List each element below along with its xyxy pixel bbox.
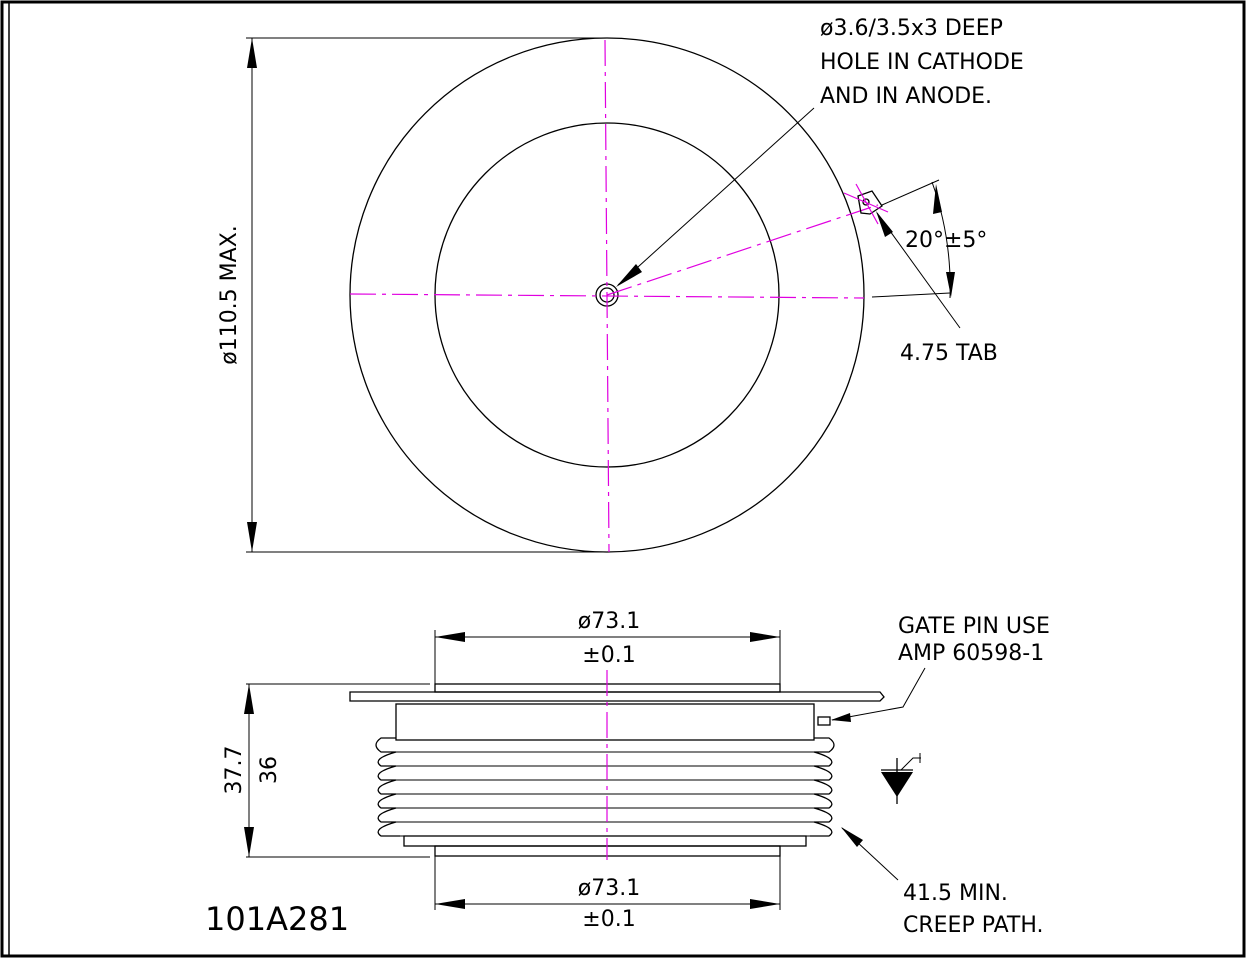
gate-note-line-1: GATE PIN USE — [898, 614, 1050, 639]
angle-extension-line-lower — [871, 292, 951, 298]
gate-note: GATE PIN USE AMP 60598-1 — [898, 614, 1057, 666]
upper-housing — [395, 703, 815, 741]
height-arrow-bottom — [244, 827, 254, 857]
creep-note: 41.5 MIN. CREEP PATH. — [903, 881, 1044, 938]
diameter-arrow-top — [247, 38, 257, 68]
gate-leader-line — [831, 667, 926, 721]
hole-note-line-3: AND IN ANODE. — [820, 84, 992, 109]
hole-note: ø3.6/3.5x3 DEEP HOLE IN CATHODE AND IN A… — [820, 16, 1031, 109]
part-number: 101A281 — [205, 900, 349, 938]
diameter-arrow-bottom — [247, 522, 257, 552]
angle-arrow-upper — [933, 184, 942, 214]
tab-angle-centerline — [606, 204, 879, 296]
gate-pin — [817, 716, 831, 726]
top-view: ø110.5 MAX. ø3.6/3.5x3 DEEP HOLE IN CATH… — [217, 16, 1031, 553]
gate-note-line-2: AMP 60598-1 — [898, 641, 1044, 666]
bottom-diameter-arrow-left — [435, 899, 465, 909]
tab-angle-label: 20°±5° — [905, 228, 987, 253]
top-diameter-label: ø73.1 — [578, 609, 640, 634]
side-view: ø73.1 ±0.1 37.7 36 — [222, 609, 1057, 938]
bottom-diameter-arrow-right — [750, 899, 780, 909]
creep-note-line-2: CREEP PATH. — [903, 913, 1044, 938]
overall-height-label: 37.7 — [222, 746, 247, 795]
top-diameter-arrow-left — [435, 632, 465, 642]
ceramic-sheds — [375, 737, 835, 837]
overall-diameter-label: ø110.5 MAX. — [217, 225, 242, 365]
gate-leader-arrow — [831, 713, 851, 722]
hole-leader-line — [617, 107, 815, 286]
top-diameter-tolerance: ±0.1 — [582, 643, 635, 668]
thyristor-symbol — [881, 753, 921, 804]
bottom-diameter-label: ø73.1 — [578, 876, 640, 901]
tab-leader-arrow — [876, 211, 893, 237]
bottom-diameter-tolerance: ±0.1 — [582, 907, 635, 932]
creep-leader-arrow — [841, 827, 863, 847]
tab — [843, 183, 889, 225]
tab-note: 4.75 TAB — [900, 341, 998, 366]
height-arrow-top — [244, 684, 254, 714]
gate-flange — [349, 691, 885, 702]
top-diameter-arrow-right — [750, 632, 780, 642]
angle-arrow-lower — [946, 272, 955, 297]
horizontal-centerline — [349, 293, 865, 299]
hole-note-line-1: ø3.6/3.5x3 DEEP — [820, 16, 1003, 41]
creep-note-line-1: 41.5 MIN. — [903, 881, 1008, 906]
hole-note-line-2: HOLE IN CATHODE — [820, 50, 1024, 75]
body-height-label: 36 — [257, 756, 282, 784]
hole-leader-arrow — [616, 264, 642, 287]
lower-housing — [403, 835, 807, 847]
angle-extension-line-upper — [881, 179, 940, 206]
